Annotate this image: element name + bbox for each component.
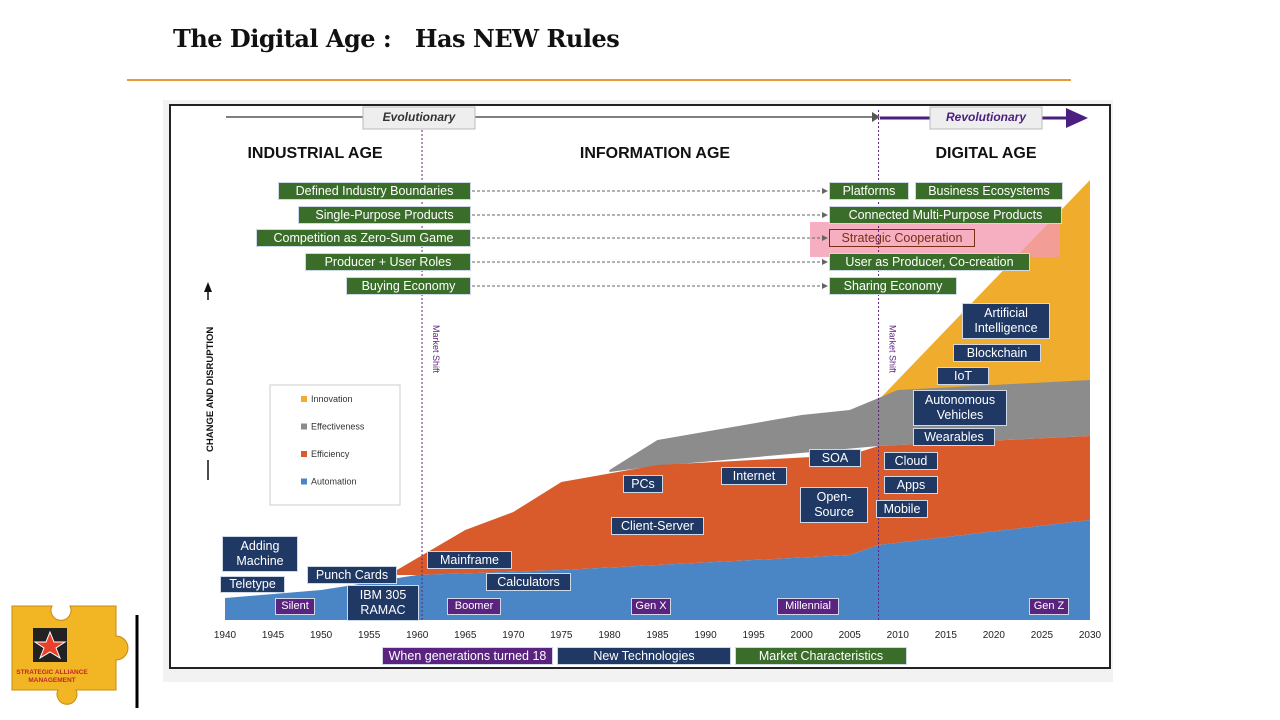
legend-swatch: [301, 423, 307, 430]
y-axis-label: CHANGE AND DISRUPTION: [205, 327, 216, 452]
x-tick-label: 2025: [1031, 630, 1054, 641]
arrow-head: [1066, 108, 1088, 128]
technology: IoT: [937, 367, 989, 385]
x-tick-label: 1995: [742, 630, 765, 641]
generation: Gen Z: [1029, 598, 1069, 615]
arrow-head: [822, 259, 828, 265]
logo-star: [33, 630, 67, 660]
x-tick-label: 1950: [310, 630, 333, 641]
technology: Adding Machine: [222, 536, 298, 572]
x-tick-label: 1965: [454, 630, 477, 641]
technology: Client-Server: [611, 517, 704, 535]
technology: Cloud: [884, 452, 938, 470]
x-tick-label: 1985: [646, 630, 669, 641]
x-tick-label: 1945: [262, 630, 285, 641]
area-efficiency: [388, 436, 1090, 575]
revolutionary-tag: [929, 106, 1043, 130]
old-rule: Producer + User Roles: [305, 253, 471, 271]
generation: Gen X: [631, 598, 671, 615]
new-rule: Strategic Cooperation: [829, 229, 975, 247]
legend-box: [269, 384, 401, 506]
evolutionary-tag: [362, 106, 476, 130]
technology: Blockchain: [953, 344, 1041, 362]
x-tick-label: 2005: [839, 630, 862, 641]
x-tick-label: 2010: [887, 630, 910, 641]
key-market: Market Characteristics: [735, 647, 907, 665]
technology: Artificial Intelligence: [962, 303, 1050, 339]
old-rule: Single-Purpose Products: [298, 206, 471, 224]
era-title: INDUSTRIAL AGE: [247, 145, 382, 162]
new-rule: Platforms: [829, 182, 909, 200]
new-rule: Business Ecosystems: [915, 182, 1063, 200]
technology: Internet: [721, 467, 787, 485]
technology: Wearables: [913, 428, 995, 446]
generation: Millennial: [777, 598, 839, 615]
x-tick-label: 1960: [406, 630, 429, 641]
technology: Autonomous Vehicles: [913, 390, 1007, 426]
arrow-head: [822, 188, 828, 194]
x-tick-label: 1940: [214, 630, 237, 641]
technology: Mobile: [876, 500, 928, 518]
highlight: [810, 222, 1060, 257]
legend-swatch: [301, 396, 307, 402]
technology: Calculators: [486, 573, 571, 591]
legend-swatch: [301, 451, 307, 457]
key-technologies: New Technologies: [557, 647, 731, 665]
revolutionary-label: Revolutionary: [946, 110, 1027, 124]
technology: Punch Cards: [307, 566, 397, 584]
new-rule: User as Producer, Co-creation: [829, 253, 1030, 271]
legend-label: Innovation: [311, 394, 353, 404]
generation: Boomer: [447, 598, 501, 615]
x-tick-label: 1955: [358, 630, 381, 641]
technology: Apps: [884, 476, 938, 494]
key-generations: When generations turned 18: [382, 647, 553, 665]
logo-puzzle: [11, 605, 129, 705]
arrow-head: [204, 282, 212, 292]
old-rule: Competition as Zero-Sum Game: [256, 229, 471, 247]
x-tick-label: 2015: [935, 630, 958, 641]
x-tick-label: 1975: [550, 630, 573, 641]
technology: PCs: [623, 475, 663, 493]
arrow-head: [822, 235, 828, 241]
technology: Teletype: [220, 576, 285, 593]
generation: Silent: [275, 598, 315, 615]
technology: IBM 305 RAMAC: [347, 585, 419, 621]
y-label-bg: [200, 300, 216, 460]
logo-text: STRATEGIC ALLIANCE: [16, 669, 88, 676]
slide-title: The Digital Age : Has NEW Rules: [173, 24, 620, 53]
new-rule: Sharing Economy: [829, 277, 957, 295]
x-tick-label: 2000: [791, 630, 814, 641]
arrow-head: [822, 283, 828, 289]
market-shift-label: Market Shift: [431, 325, 441, 374]
old-rule: Buying Economy: [346, 277, 471, 295]
area-automation: [225, 520, 1090, 620]
new-rule: Connected Multi-Purpose Products: [829, 206, 1062, 224]
x-tick-label: 2020: [983, 630, 1006, 641]
logo-text: MANAGEMENT: [28, 677, 75, 684]
market-shift-label: Market Shift: [888, 325, 898, 374]
technology: SOA: [809, 449, 861, 467]
x-tick-label: 1970: [502, 630, 525, 641]
era-title: INFORMATION AGE: [580, 145, 731, 162]
evolutionary-label: Evolutionary: [383, 110, 457, 124]
legend-swatch: [301, 478, 307, 485]
technology: Mainframe: [427, 551, 512, 569]
legend-label: Automation: [311, 477, 357, 487]
x-tick-label: 1980: [598, 630, 621, 641]
x-tick-label: 1990: [694, 630, 717, 641]
legend-label: Efficiency: [311, 449, 350, 459]
x-tick-label: 2030: [1079, 630, 1102, 641]
legend-label: Effectiveness: [311, 422, 365, 432]
arrow-head: [822, 212, 828, 218]
technology: Open-Source: [800, 487, 868, 523]
old-rule: Defined Industry Boundaries: [278, 182, 471, 200]
arrow-head: [872, 112, 880, 122]
era-title: DIGITAL AGE: [935, 145, 1036, 162]
